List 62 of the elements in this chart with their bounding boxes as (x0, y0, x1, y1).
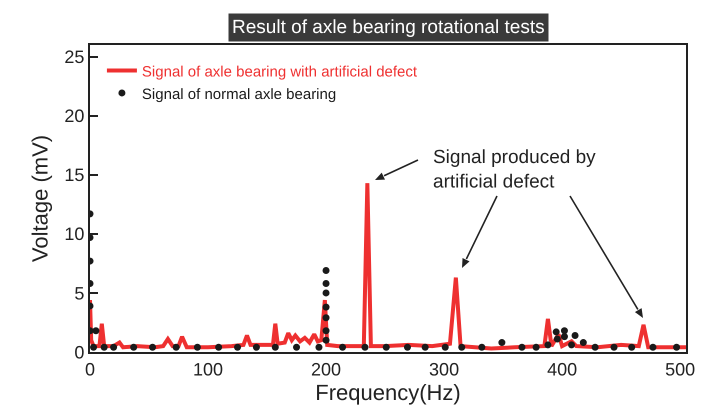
point (194, 344, 201, 351)
point (649, 344, 656, 351)
point (322, 289, 330, 296)
y-tick-label: 20 (64, 106, 84, 126)
point (92, 327, 100, 334)
x-tick-label: 400 (547, 360, 578, 380)
chart-title: Result of axle bearing rotational tests (232, 17, 545, 38)
point (478, 344, 486, 351)
point (322, 267, 330, 274)
point (442, 344, 449, 351)
point (149, 344, 156, 351)
point (322, 336, 330, 344)
point (673, 344, 680, 351)
y-tick-label: 0 (74, 342, 84, 362)
point (215, 344, 222, 351)
point (322, 314, 330, 322)
point (532, 344, 540, 351)
x-tick-label: 300 (429, 360, 460, 380)
point (110, 344, 118, 351)
point (90, 344, 98, 351)
point (322, 304, 330, 311)
point (544, 341, 552, 348)
point (272, 344, 279, 351)
point (293, 344, 300, 351)
point (322, 327, 330, 334)
annotation: Signal produced by artificial defect (433, 147, 596, 193)
point (572, 332, 579, 339)
y-axis-title: Voltage (mV) (28, 134, 53, 262)
point (100, 344, 108, 351)
point (610, 344, 618, 351)
legend-label: Signal of axle bearing with artificial defect (142, 63, 418, 80)
point (498, 339, 506, 346)
point (580, 339, 587, 346)
point (130, 344, 138, 351)
point (315, 344, 322, 351)
point (361, 344, 368, 351)
point (422, 344, 429, 351)
point (518, 344, 526, 351)
x-axis-title: Frequency(Hz) (315, 380, 461, 405)
point (339, 344, 346, 351)
point (458, 344, 466, 351)
point (552, 328, 560, 336)
point (382, 344, 390, 351)
point (404, 344, 411, 351)
point (554, 336, 561, 343)
x-tick-label: 500 (665, 360, 696, 380)
point (252, 344, 260, 351)
point (322, 280, 330, 288)
point (568, 341, 576, 348)
y-tick-label: 15 (64, 165, 84, 186)
x-tick-label: 200 (311, 360, 342, 380)
point (560, 327, 568, 334)
y-tick-label: 10 (64, 224, 84, 244)
legend-label: Signal of normal axle bearing (142, 86, 336, 103)
point (560, 333, 568, 340)
point (628, 344, 636, 351)
point (592, 344, 599, 351)
y-tick-label: 5 (74, 283, 84, 304)
x-tick-label: 100 (192, 360, 224, 380)
point (234, 344, 242, 351)
y-tick-label: 25 (64, 47, 84, 68)
point (172, 344, 180, 351)
